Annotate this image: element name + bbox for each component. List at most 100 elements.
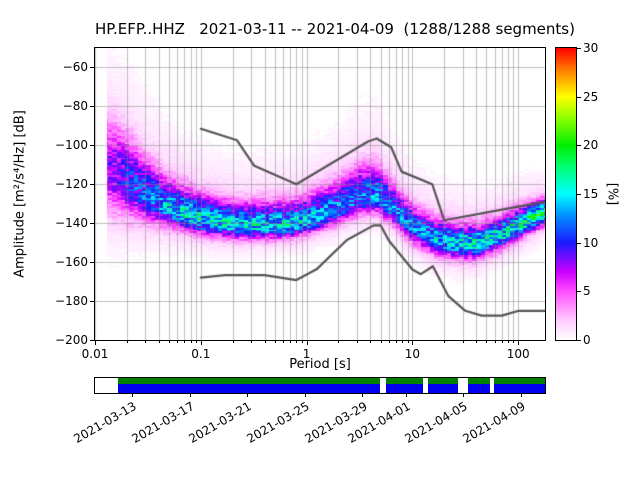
x-minor-tick-mark [463,341,464,343]
date-tick-mark [247,394,248,397]
colorbar-tick-mark [577,194,581,195]
x-axis-label: Period [s] [289,357,351,372]
colorbar-tick-label: 20 [583,138,599,153]
timeline-coverage-top [428,378,458,384]
y-tick-label: −80 [62,99,88,114]
x-minor-tick-mark [196,341,197,343]
timeline-coverage-bottom [386,384,423,393]
y-tick-mark [90,67,94,68]
x-tick-mark [201,341,202,345]
x-minor-tick-mark [265,341,266,343]
y-tick-label: −140 [55,216,88,231]
x-tick-label: 100 [506,347,530,361]
plot-title: HP.EFP..HHZ 2021-03-11 -- 2021-04-09 (12… [95,20,575,38]
timeline-coverage-bottom [428,384,458,393]
colorbar-label: [%] [604,182,620,206]
x-minor-tick-mark [513,341,514,343]
y-tick-mark [90,340,94,341]
colorbar-tick-label: 10 [583,235,599,250]
x-tick-mark [307,341,308,345]
y-axis-label: Amplitude [m²/s⁴/Hz] [dB] [12,110,28,278]
date-tick-mark [362,394,363,397]
colorbar-gradient [556,48,576,340]
x-tick-mark [518,341,519,345]
colorbar-tick-label: 0 [583,333,591,347]
date-tick-mark [406,394,407,397]
x-minor-tick-mark [408,341,409,343]
x-minor-tick-mark [233,341,234,343]
y-tick-label: −120 [55,177,88,192]
y-tick-mark [90,301,94,302]
colorbar-tick-mark [577,97,581,98]
timeline-coverage-top [386,378,423,384]
x-tick-mark [95,341,96,345]
x-minor-tick-mark [177,341,178,343]
x-minor-tick-mark [191,341,192,343]
x-minor-tick-mark [476,341,477,343]
date-tick-label: 2021-03-21 [186,399,255,446]
y-tick-mark [90,262,94,263]
y-tick-mark [90,184,94,185]
timeline-coverage-bottom [467,384,491,393]
timeline-coverage-bottom [493,384,545,393]
date-tick-mark [190,394,191,397]
date-tick-mark [521,394,522,397]
x-minor-tick-mark [184,341,185,343]
timeline-coverage-top [467,378,491,384]
x-minor-tick-mark [127,341,128,343]
x-tick-label: 10 [404,347,421,361]
date-tick-mark [132,394,133,397]
timeline-coverage-top [117,378,380,384]
x-minor-tick-mark [275,341,276,343]
x-minor-tick-mark [396,341,397,343]
colorbar-tick-mark [577,145,581,146]
x-minor-tick-mark [357,341,358,343]
x-minor-tick-mark [251,341,252,343]
x-minor-tick-mark [296,341,297,343]
colorbar-tick-label: 5 [583,284,591,299]
x-tick-mark [412,341,413,345]
x-minor-tick-mark [486,341,487,343]
date-tick-mark [463,394,464,397]
x-tick-label: 0.01 [81,347,109,361]
x-minor-tick-mark [159,341,160,343]
y-tick-label: −200 [55,333,88,347]
x-minor-tick-mark [502,341,503,343]
y-tick-mark [90,145,94,146]
date-tick-label: 2021-04-05 [402,399,471,446]
colorbar-tick-label: 15 [583,187,599,201]
x-minor-tick-mark [381,341,382,343]
date-tick-label: 2021-03-17 [129,399,197,446]
x-minor-tick-mark [389,341,390,343]
timeline-coverage-top [493,378,545,384]
colorbar-tick-mark [577,48,581,49]
x-minor-tick-mark [290,341,291,343]
date-tick-label: 2021-03-25 [244,399,312,446]
date-tick-label: 2021-03-13 [71,399,139,446]
plot-area [94,47,546,341]
y-tick-label: −100 [55,138,88,153]
x-minor-tick-mark [302,341,303,343]
y-tick-mark [90,223,94,224]
colorbar-tick-label: 25 [583,89,599,104]
x-minor-tick-mark [495,341,496,343]
date-tick-mark [305,394,306,397]
x-minor-tick-mark [145,341,146,343]
x-minor-tick-mark [402,341,403,343]
x-tick-label: 0.1 [191,347,211,361]
colorbar [555,47,577,341]
x-tick-label: 1 [302,347,311,361]
x-minor-tick-mark [508,341,509,343]
x-minor-tick-mark [283,341,284,343]
x-minor-tick-mark [169,341,170,343]
y-tick-label: −180 [55,294,88,309]
colorbar-tick-mark [577,291,581,292]
y-tick-label: −160 [55,255,88,270]
x-minor-tick-mark [444,341,445,343]
date-tick-label: 2021-04-09 [460,399,528,446]
ppsd-heatmap-canvas [95,48,545,340]
x-minor-tick-mark [370,341,371,343]
timeline-coverage-bottom [117,384,380,393]
x-minor-tick-mark [338,341,339,343]
